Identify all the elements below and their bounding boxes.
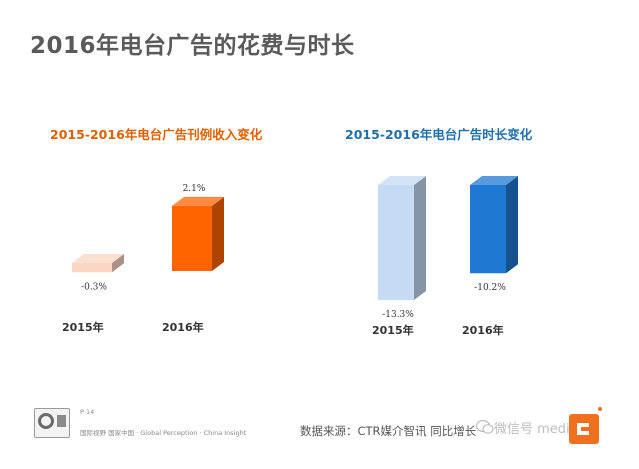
bar-0-0 (72, 263, 112, 273)
bar-top-0-1 (172, 196, 224, 206)
bar-side-0-1 (212, 196, 224, 271)
data-label-1-0: -13.3% (382, 310, 414, 320)
slogan: 国际视野 国家中国 · Global Perception · China In… (80, 429, 247, 437)
category-label-1-0: 2015年 (372, 323, 414, 337)
data-source: 数据来源：CTR媒介智讯 同比增长 (300, 424, 477, 438)
category-label-0-1: 2016年 (162, 320, 204, 334)
bar-top-1-0 (378, 176, 426, 185)
bar-side-0-0 (112, 254, 124, 273)
page-number: P 14 (80, 408, 95, 416)
ctr-logo-icon (569, 407, 602, 444)
right-chart-title: 2015-2016年电台广告时长变化 (345, 127, 533, 142)
footer-branding: P 14 国际视野 国家中国 · Global Perception · Chi… (34, 404, 264, 444)
bar-top-0-0 (72, 254, 124, 263)
bar-0-1 (172, 205, 212, 271)
wechat-icon (476, 419, 494, 434)
bar-1-0 (378, 185, 414, 301)
bar-side-1-0 (414, 176, 426, 301)
bar-top-1-1 (470, 176, 518, 185)
bar-1-1 (470, 185, 506, 274)
ctr-seal-icon (34, 408, 70, 438)
bar-side-1-1 (506, 176, 518, 274)
category-label-1-1: 2016年 (462, 323, 504, 337)
data-label-0-1: 2.1% (183, 184, 206, 194)
data-label-1-1: -10.2% (474, 283, 506, 293)
left-chart-title: 2015-2016年电台广告刊例收入变化 (50, 127, 263, 142)
category-label-0-0: 2015年 (62, 320, 104, 334)
data-label-0-0: -0.3% (81, 282, 107, 292)
page-title: 2016年电台广告的花费与时长 (30, 33, 355, 59)
wechat-watermark: 微信号 medium (494, 422, 591, 437)
